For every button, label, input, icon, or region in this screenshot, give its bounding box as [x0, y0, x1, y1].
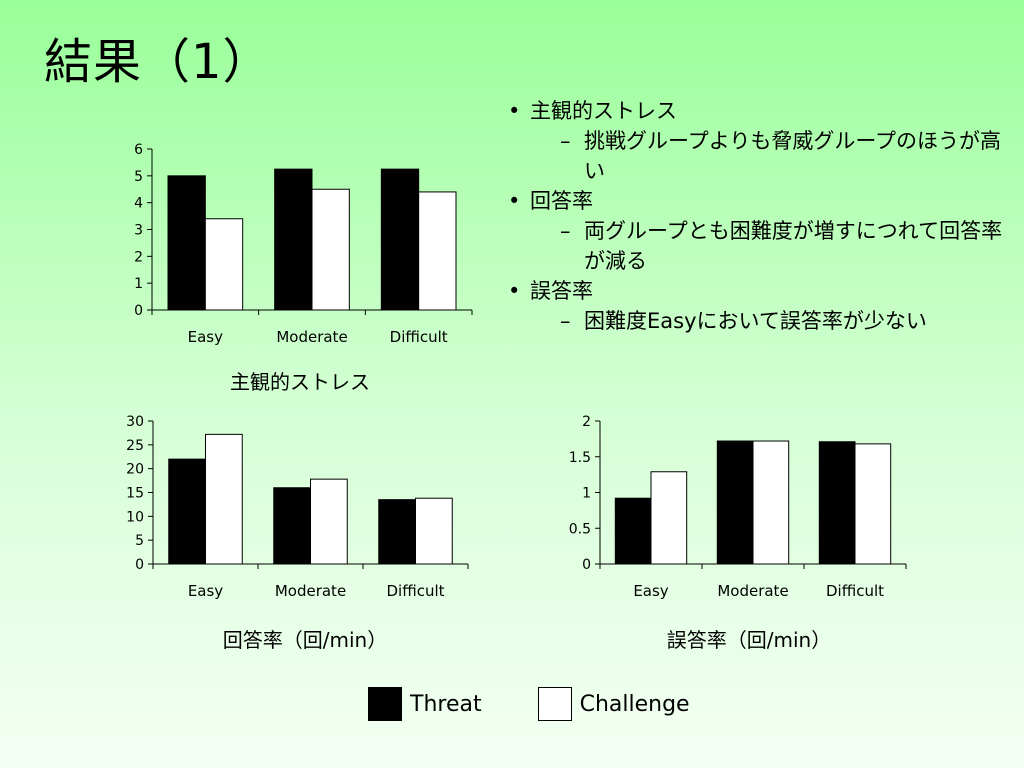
y-tick-label: 10 [126, 509, 144, 525]
y-tick-label: 1.5 [569, 450, 591, 466]
bar-threat-moderate [273, 487, 311, 565]
x-tick-label: Moderate [717, 582, 788, 600]
x-tick-label: Moderate [276, 328, 347, 346]
legend-swatch-challenge [537, 687, 572, 721]
x-tick-label: Moderate [275, 582, 346, 600]
x-tick-label: Difficult [386, 582, 444, 600]
legend-label-challenge: Challenge [579, 691, 690, 717]
bar-threat-moderate [274, 168, 313, 311]
legend-label-threat: Threat [410, 691, 482, 717]
bar-challenge-difficult [854, 443, 892, 565]
bar-threat-easy [614, 497, 652, 565]
bar-threat-difficult [380, 168, 420, 311]
x-tick-label: Difficult [826, 582, 884, 600]
y-tick-label: 5 [134, 169, 143, 185]
bar-challenge-moderate [752, 440, 790, 565]
bar-threat-difficult [378, 499, 416, 565]
bar-challenge-easy [650, 471, 688, 565]
y-tick-label: 0 [582, 557, 591, 573]
bar-threat-easy [167, 175, 206, 311]
sub-bullet-item: 両グループとも困難度が増すにつれて回答率が減る [500, 216, 1010, 276]
bar-threat-difficult [818, 441, 856, 565]
x-tick-label: Easy [188, 328, 223, 346]
y-tick-label: 15 [126, 486, 144, 502]
x-tick-label: Easy [633, 582, 668, 600]
stress-chart: 0 1 2 3 4 5 6 Easy Moderate Difficult [134, 142, 473, 346]
y-tick-label: 0 [135, 557, 144, 573]
bar-challenge-moderate [311, 188, 350, 311]
bar-threat-moderate [716, 440, 754, 565]
bar-challenge-easy [204, 218, 244, 311]
response-rate-chart-title: 回答率（回/min） [222, 628, 388, 652]
y-tick-label: 0 [134, 303, 143, 319]
bullet-item: 回答率 [500, 186, 1010, 216]
legend: Threat Challenge [368, 686, 746, 722]
legend-swatch-threat [368, 687, 402, 721]
y-tick-label: 3 [134, 223, 143, 239]
y-tick-label: 2 [582, 414, 591, 430]
y-tick-label: 2 [134, 249, 143, 265]
y-tick-label: 6 [134, 142, 143, 158]
y-tick-label: 1 [134, 276, 143, 292]
y-tick-label: 4 [134, 196, 143, 212]
slide-title: 結果（1） [44, 34, 272, 90]
error-rate-chart-title: 誤答率（回/min） [666, 628, 832, 652]
y-tick-label: 20 [126, 462, 144, 478]
bar-challenge-difficult [415, 497, 453, 565]
bar-challenge-moderate [310, 478, 348, 565]
bar-challenge-easy [205, 433, 243, 565]
bar-challenge-difficult [418, 191, 457, 311]
x-tick-label: Difficult [390, 328, 448, 346]
bullet-list: 主観的ストレス 挑戦グループよりも脅威グループのほうが高い 回答率 両グループと… [500, 96, 1010, 336]
x-tick-label: Easy [188, 582, 223, 600]
error-rate-chart: 0 0.5 1 1.5 2 Easy Moderate Difficult [569, 414, 907, 600]
y-tick-label: 25 [126, 438, 144, 454]
sub-bullet-item: 困難度Easyにおいて誤答率が少ない [500, 306, 1010, 336]
y-tick-label: 5 [135, 533, 144, 549]
y-tick-label: 0.5 [569, 521, 591, 537]
y-tick-label: 30 [126, 414, 144, 430]
sub-bullet-item: 挑戦グループよりも脅威グループのほうが高い [500, 126, 1010, 186]
bar-threat-easy [168, 458, 206, 565]
y-tick-label: 1 [582, 486, 591, 502]
response-rate-chart: 0 5 10 15 20 25 30 Easy Moderate Difficult [126, 414, 469, 600]
bullet-item: 主観的ストレス [500, 96, 1010, 126]
bullet-item: 誤答率 [500, 276, 1010, 306]
stress-chart-title: 主観的ストレス [230, 370, 370, 394]
